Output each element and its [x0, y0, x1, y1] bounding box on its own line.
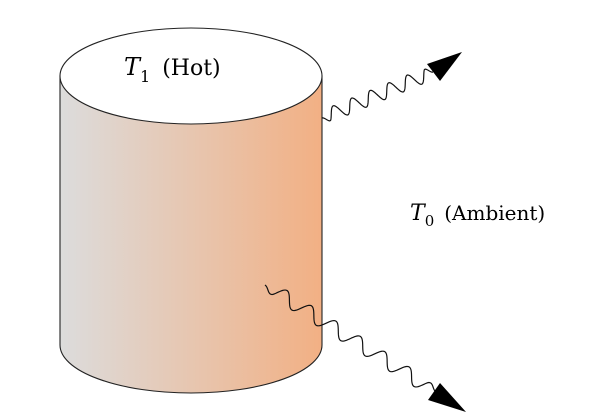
- radiation-wave-lower: [264, 284, 437, 393]
- hot-annotation: (Hot): [162, 56, 220, 81]
- ambient-subscript: 0: [425, 212, 435, 230]
- radiation-wave-upper: [321, 68, 434, 122]
- hot-body-label: T1 (Hot): [124, 53, 221, 86]
- radiation-arrowhead-upper: [427, 52, 462, 81]
- radiation-arrowhead-lower: [428, 383, 466, 412]
- cylinder-top: [59, 27, 323, 125]
- hot-symbol: T: [124, 53, 142, 81]
- ambient-annotation: (Ambient): [444, 201, 545, 225]
- hot-subscript: 1: [140, 67, 150, 86]
- cylinder-body: [59, 75, 323, 394]
- ambient-label: T0 (Ambient): [410, 201, 545, 230]
- ambient-symbol: T: [410, 201, 427, 226]
